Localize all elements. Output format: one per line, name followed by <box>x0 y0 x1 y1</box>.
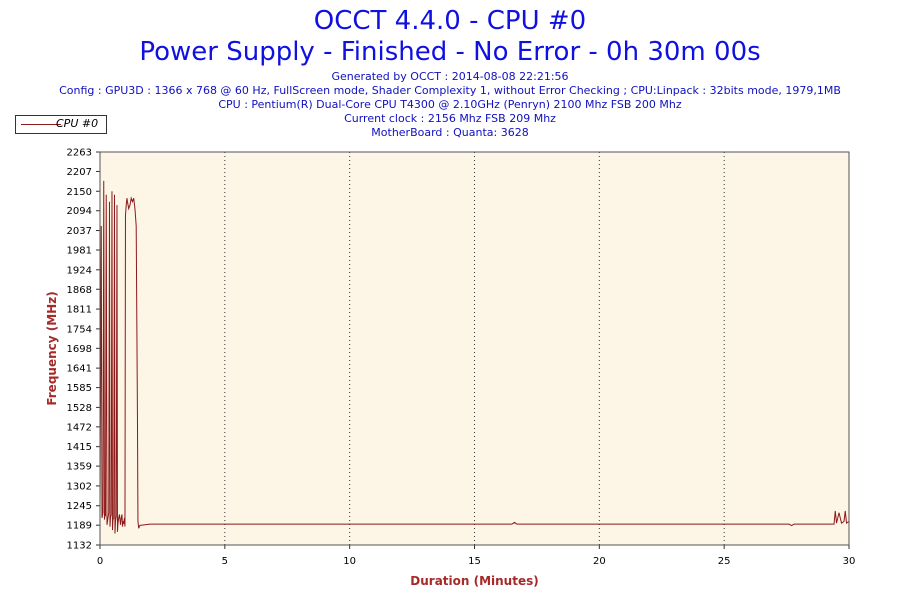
y-tick-label: 1528 <box>67 403 92 414</box>
x-tick-label: 5 <box>222 556 228 567</box>
y-tick-label: 2263 <box>67 148 92 159</box>
x-tick-label: 0 <box>97 556 103 567</box>
y-tick-label: 1641 <box>67 364 92 375</box>
info-current-clock: Current clock : 2156 Mhz FSB 209 Mhz <box>344 112 556 125</box>
x-tick-label: 10 <box>343 556 356 567</box>
y-tick-label: 1981 <box>67 245 92 256</box>
x-axis-title: Duration (Minutes) <box>410 574 538 588</box>
legend-label: CPU #0 <box>56 117 99 130</box>
series-line-cpu0 <box>99 180 850 534</box>
y-tick-label: 1868 <box>67 285 92 296</box>
y-tick-label: 1359 <box>67 462 92 473</box>
y-tick-label: 1924 <box>67 265 92 276</box>
y-tick-label: 1132 <box>67 541 92 552</box>
y-tick-label: 1245 <box>67 501 92 512</box>
info-generated: Generated by OCCT : 2014-08-08 22:21:56 <box>331 70 569 83</box>
chart-title: OCCT 4.4.0 - CPU #0 <box>313 6 587 36</box>
info-config: Config : GPU3D : 1366 x 768 @ 60 Hz, Ful… <box>59 84 841 97</box>
y-axis-title: Frequency (MHz) <box>45 291 59 405</box>
x-tick-label: 15 <box>468 556 481 567</box>
info-cpu: CPU : Pentium(R) Dual-Core CPU T4300 @ 2… <box>218 98 682 111</box>
y-tick-label: 1811 <box>67 305 92 316</box>
legend: CPU #0 <box>15 115 107 134</box>
y-tick-label: 1754 <box>67 324 92 335</box>
y-tick-label: 2094 <box>67 206 92 217</box>
y-tick-label: 2150 <box>67 187 92 198</box>
x-tick-label: 20 <box>593 556 606 567</box>
y-tick-label: 2037 <box>67 226 92 237</box>
y-tick-label: 2207 <box>67 167 92 178</box>
y-tick-label: 1189 <box>67 521 92 532</box>
x-tick-label: 30 <box>843 556 856 567</box>
y-tick-label: 1585 <box>67 383 92 394</box>
y-axis-ticks: 1132 1189 1245 1302 1359 1415 1472 1528 1585 1641… <box>67 148 100 552</box>
chart-subtitle: Power Supply - Finished - No Error - 0h … <box>139 37 761 67</box>
x-tick-label: 25 <box>718 556 731 567</box>
legend-swatch <box>21 124 61 125</box>
y-tick-label: 1698 <box>67 344 92 355</box>
plot-frame <box>99 151 850 546</box>
grid-lines <box>224 152 725 545</box>
y-tick-label: 1415 <box>67 442 92 453</box>
y-tick-label: 1472 <box>67 422 92 433</box>
info-motherboard: MotherBoard : Quanta: 3628 <box>371 126 529 139</box>
y-tick-label: 1302 <box>67 481 92 492</box>
x-axis-ticks: 0 5 10 15 20 25 30 <box>97 545 856 567</box>
